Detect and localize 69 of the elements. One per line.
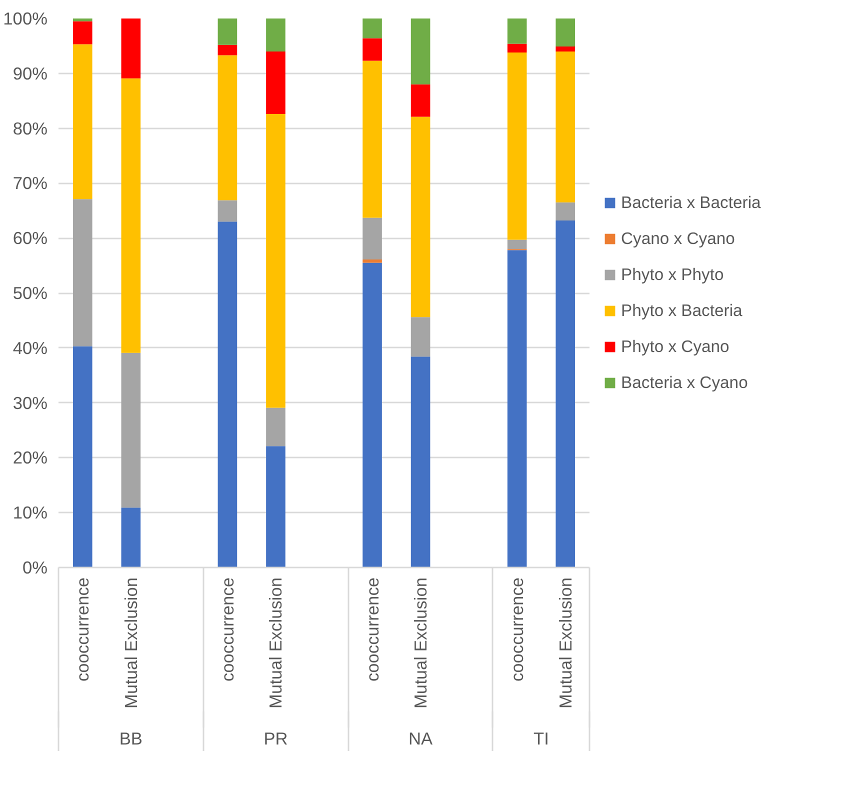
bar: [507, 18, 527, 44]
bar: [121, 508, 141, 568]
y-tick-label: 80%: [12, 118, 48, 138]
bar: [218, 44, 238, 56]
x-tick-label: Mutual Exclusion: [266, 577, 286, 708]
bar: [121, 18, 141, 78]
bar: [507, 240, 527, 250]
bar: [362, 60, 382, 218]
bar: [507, 52, 527, 240]
bar: [266, 51, 286, 114]
bar: [72, 21, 92, 44]
x-tick-label: cooccurrence: [507, 577, 528, 682]
bar: [362, 260, 382, 263]
bar: [556, 220, 576, 568]
y-tick-label: 50%: [12, 283, 48, 303]
y-tick-label: 30%: [12, 392, 48, 413]
y-tick-label: 90%: [12, 63, 48, 84]
bar: [556, 51, 576, 202]
bar: [410, 116, 430, 318]
legend-label: Phyto x Cyano: [621, 336, 730, 356]
bar: [410, 18, 430, 84]
bar: [362, 38, 382, 61]
x-tick-label: Mutual Exclusion: [120, 577, 141, 708]
bar: [362, 18, 382, 38]
bar: [266, 18, 286, 52]
bar: [218, 200, 238, 222]
y-tick-label: 40%: [12, 338, 48, 358]
bar: [556, 18, 576, 46]
y-tick-label: 100%: [3, 8, 48, 28]
bar: [72, 44, 92, 200]
bar: [410, 356, 430, 568]
bar: [121, 78, 141, 353]
text: TI: [534, 728, 549, 748]
bar: [266, 114, 286, 408]
bar: [410, 84, 430, 117]
bar: [218, 222, 238, 568]
legend-label: Cyano x Cyano: [621, 228, 735, 248]
y-tick-label: 70%: [12, 173, 48, 194]
legend-label: Bacteria x Cyano: [621, 372, 748, 392]
bar: [72, 18, 92, 22]
text: BB: [119, 728, 142, 748]
bar: [121, 352, 141, 508]
bar: [507, 250, 527, 568]
bar: [218, 55, 238, 200]
x-tick-label: cooccurrence: [362, 577, 382, 682]
y-tick-label: 0%: [22, 558, 48, 578]
text: NA: [408, 728, 434, 748]
y-tick-label: 20%: [12, 448, 48, 468]
bar: [266, 446, 286, 568]
bar: [72, 199, 92, 346]
x-tick-label: Mutual Exclusion: [555, 577, 576, 708]
legend-label: Phyto x Phyto: [621, 264, 724, 284]
bar: [410, 317, 430, 357]
bar: [218, 18, 238, 45]
bar: [556, 202, 576, 221]
bar: [507, 44, 527, 53]
bar: [556, 46, 576, 52]
legend-label: Bacteria x Bacteria: [621, 192, 761, 212]
bar: [72, 346, 92, 568]
y-tick-label: 10%: [12, 502, 48, 523]
bar: [362, 262, 382, 568]
x-tick-label: cooccurrence: [217, 577, 238, 682]
bar: [362, 218, 382, 260]
y-tick-label: 60%: [12, 228, 48, 248]
legend-label: Phyto x Bacteria: [621, 300, 742, 320]
text: PR: [264, 728, 288, 748]
x-tick-label: cooccurrence: [72, 577, 93, 682]
x-tick-label: Mutual Exclusion: [410, 577, 431, 708]
bar: [266, 408, 286, 446]
